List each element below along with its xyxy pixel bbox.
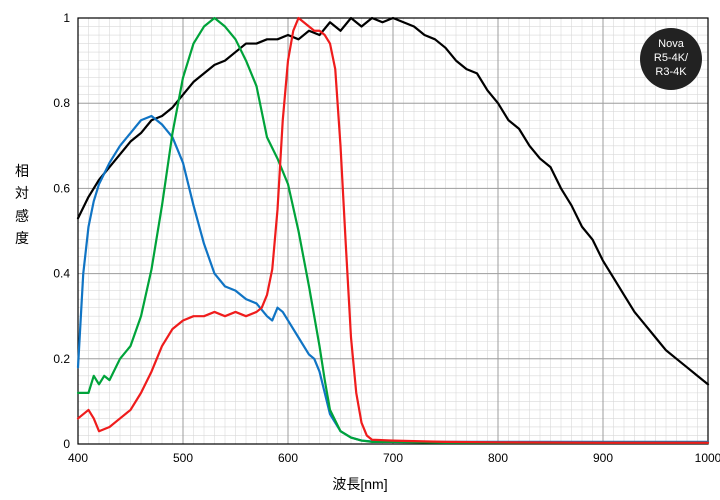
- ylabel-char-3: 感: [14, 205, 30, 227]
- x-tick-label: 400: [68, 451, 88, 465]
- x-tick-label: 1000: [695, 451, 720, 465]
- ylabel-char-2: 対: [14, 182, 30, 204]
- badge-line-2: R5-4K/: [654, 52, 688, 66]
- y-tick-label: 0.8: [53, 96, 70, 110]
- y-tick-label: 0.4: [53, 267, 70, 281]
- badge-line-3: R3-4K: [655, 66, 686, 80]
- chart-svg: 400 500 600 700 800 900 1000 0 0.2 0.4 0.6 0.8 1: [0, 0, 720, 500]
- x-tick-label: 700: [383, 451, 403, 465]
- x-tick-label: 900: [593, 451, 613, 465]
- badge-line-1: Nova: [658, 38, 684, 52]
- chart-container: 相 対 感 度 波長[nm] 400 500 600 700 800 900 1000 0 0.…: [0, 0, 720, 500]
- x-tick-label: 600: [278, 451, 298, 465]
- y-tick-label: 0.2: [53, 352, 70, 366]
- x-tick-label: 800: [488, 451, 508, 465]
- ylabel-char-1: 相: [14, 160, 30, 182]
- ylabel-char-4: 度: [14, 227, 30, 249]
- y-axis-label: 相 対 感 度: [14, 160, 30, 250]
- y-tick-label: 1: [63, 11, 70, 25]
- y-tick-label: 0.6: [53, 181, 70, 195]
- x-axis-label: 波長[nm]: [0, 474, 720, 494]
- x-tick-label: 500: [173, 451, 193, 465]
- y-tick-label: 0: [63, 437, 70, 451]
- product-badge: Nova R5-4K/ R3-4K: [640, 28, 702, 90]
